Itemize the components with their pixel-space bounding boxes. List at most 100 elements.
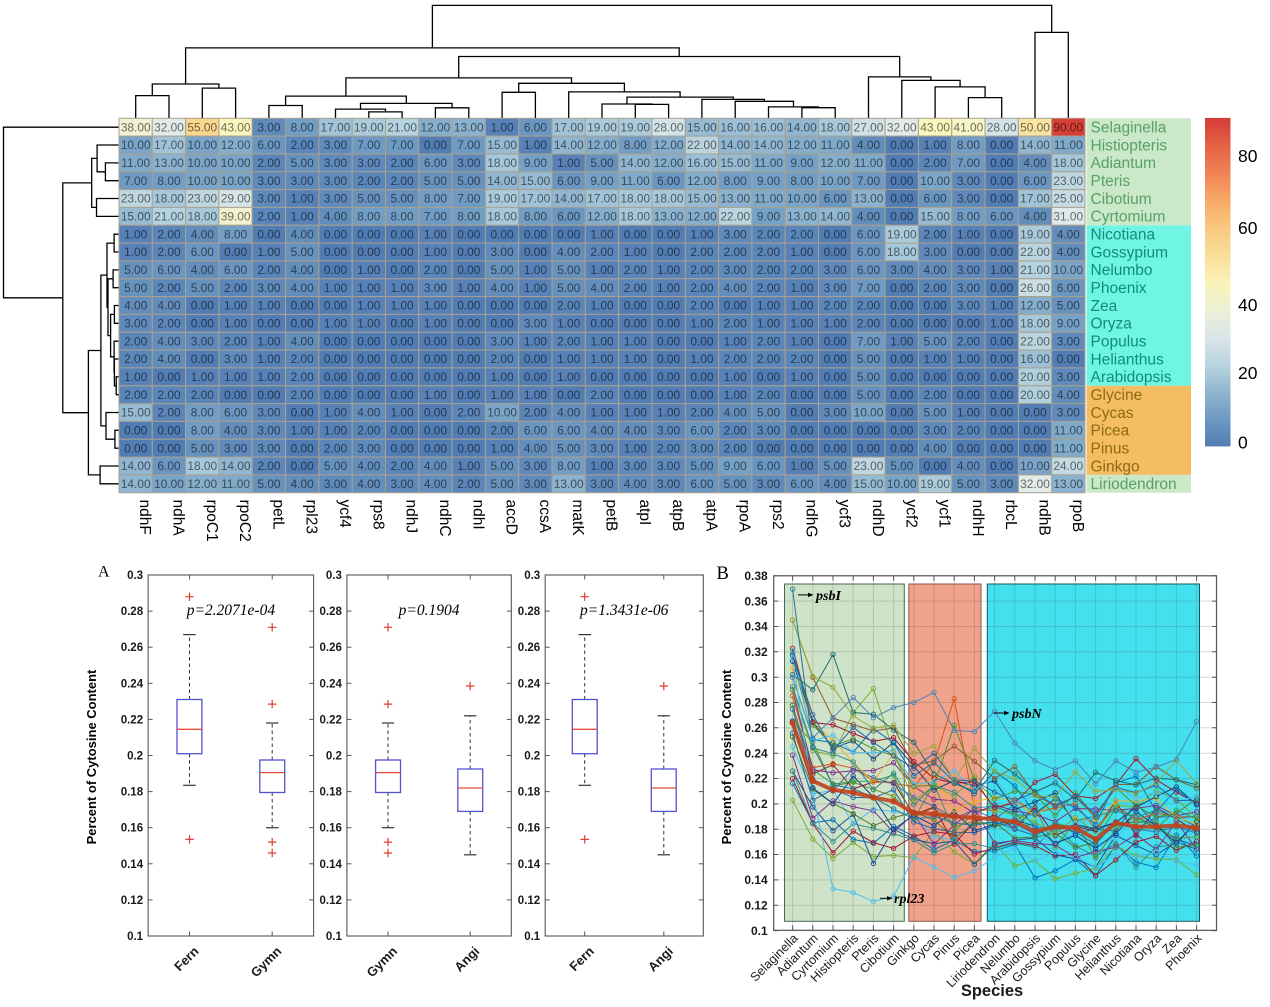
svg-text:0.22: 0.22	[320, 714, 342, 726]
svg-text:3.00: 3.00	[357, 441, 381, 455]
svg-text:23.00: 23.00	[121, 192, 151, 206]
svg-text:2.00: 2.00	[690, 245, 714, 259]
svg-text:8.00: 8.00	[157, 174, 181, 188]
svg-text:5.00: 5.00	[557, 281, 581, 295]
svg-text:10.00: 10.00	[187, 156, 217, 170]
svg-text:Picea: Picea	[1091, 423, 1130, 440]
svg-text:14.00: 14.00	[487, 174, 517, 188]
svg-text:1.00: 1.00	[990, 317, 1014, 331]
svg-text:0.00: 0.00	[291, 441, 315, 455]
svg-text:3.00: 3.00	[657, 459, 681, 473]
svg-text:ndhC: ndhC	[436, 500, 453, 537]
svg-text:18.00: 18.00	[154, 192, 184, 206]
svg-text:0.00: 0.00	[524, 352, 548, 366]
svg-text:5.00: 5.00	[1057, 299, 1081, 313]
svg-text:1.00: 1.00	[690, 352, 714, 366]
svg-text:1.00: 1.00	[557, 352, 581, 366]
svg-text:3.00: 3.00	[590, 477, 614, 491]
svg-text:23.00: 23.00	[854, 459, 884, 473]
svg-text:1.00: 1.00	[624, 441, 648, 455]
svg-text:12.00: 12.00	[820, 156, 850, 170]
svg-text:5.00: 5.00	[557, 441, 581, 455]
svg-text:13.00: 13.00	[654, 210, 684, 224]
svg-text:0.28: 0.28	[320, 606, 343, 618]
svg-text:15.00: 15.00	[121, 210, 151, 224]
svg-text:13.00: 13.00	[154, 156, 184, 170]
svg-text:8.00: 8.00	[790, 174, 814, 188]
svg-text:0.00: 0.00	[357, 388, 381, 402]
svg-text:0.3: 0.3	[524, 570, 540, 582]
svg-text:9.00: 9.00	[590, 174, 614, 188]
svg-text:2.00: 2.00	[157, 406, 181, 420]
svg-text:4.00: 4.00	[957, 459, 981, 473]
svg-text:16.00: 16.00	[754, 120, 784, 134]
svg-text:0.00: 0.00	[557, 388, 581, 402]
svg-text:1.00: 1.00	[357, 263, 381, 277]
svg-text:0.00: 0.00	[457, 441, 481, 455]
svg-text:5.00: 5.00	[424, 174, 448, 188]
svg-text:18.00: 18.00	[620, 210, 650, 224]
svg-text:2.00: 2.00	[824, 299, 848, 313]
svg-text:0.00: 0.00	[424, 424, 448, 438]
svg-text:0.00: 0.00	[224, 245, 248, 259]
svg-text:matK: matK	[569, 500, 586, 537]
svg-text:3.00: 3.00	[457, 156, 481, 170]
svg-text:1.00: 1.00	[424, 299, 448, 313]
svg-text:2.00: 2.00	[224, 281, 248, 295]
svg-text:0.00: 0.00	[824, 370, 848, 384]
svg-text:0.00: 0.00	[990, 441, 1014, 455]
svg-text:0.22: 0.22	[121, 714, 143, 726]
svg-text:0.28: 0.28	[518, 606, 541, 618]
svg-text:1.00: 1.00	[790, 299, 814, 313]
svg-text:1.00: 1.00	[924, 352, 948, 366]
svg-text:10.00: 10.00	[221, 174, 251, 188]
svg-text:0.00: 0.00	[990, 192, 1014, 206]
svg-text:0.00: 0.00	[824, 352, 848, 366]
svg-text:4.00: 4.00	[291, 281, 315, 295]
svg-text:11.00: 11.00	[854, 156, 883, 170]
svg-text:1.00: 1.00	[424, 317, 448, 331]
svg-text:0.00: 0.00	[857, 441, 881, 455]
svg-text:1.00: 1.00	[391, 281, 415, 295]
svg-text:25.00: 25.00	[1053, 192, 1083, 206]
svg-text:29.00: 29.00	[221, 192, 251, 206]
svg-text:Pteris: Pteris	[1091, 173, 1131, 190]
svg-text:0.00: 0.00	[624, 388, 648, 402]
svg-text:0.00: 0.00	[324, 299, 348, 313]
svg-text:0.00: 0.00	[1023, 424, 1047, 438]
svg-text:7.00: 7.00	[457, 138, 481, 152]
svg-text:1.00: 1.00	[824, 317, 848, 331]
svg-text:0.24: 0.24	[518, 678, 541, 690]
svg-text:18.00: 18.00	[620, 192, 650, 206]
svg-text:3.00: 3.00	[291, 174, 315, 188]
svg-text:3.00: 3.00	[524, 477, 548, 491]
svg-text:0.00: 0.00	[457, 352, 481, 366]
svg-text:6.00: 6.00	[224, 406, 248, 420]
svg-text:15.00: 15.00	[854, 477, 884, 491]
svg-text:2.00: 2.00	[724, 441, 748, 455]
svg-text:1.00: 1.00	[724, 334, 748, 348]
svg-text:4.00: 4.00	[357, 459, 381, 473]
svg-text:0.00: 0.00	[724, 299, 748, 313]
svg-text:2.00: 2.00	[857, 299, 881, 313]
svg-text:Oryza: Oryza	[1091, 316, 1133, 333]
svg-text:5.00: 5.00	[924, 334, 948, 348]
svg-text:17.00: 17.00	[521, 192, 551, 206]
svg-text:0.00: 0.00	[324, 334, 348, 348]
svg-text:3.00: 3.00	[257, 192, 281, 206]
svg-text:0.00: 0.00	[957, 370, 981, 384]
svg-text:21.00: 21.00	[1020, 263, 1050, 277]
svg-text:2.00: 2.00	[724, 352, 748, 366]
svg-text:1.00: 1.00	[357, 281, 381, 295]
svg-text:0.18: 0.18	[320, 787, 343, 799]
svg-text:3.00: 3.00	[324, 192, 348, 206]
svg-text:0.00: 0.00	[424, 334, 448, 348]
svg-text:rps8: rps8	[369, 500, 386, 530]
svg-text:12.00: 12.00	[187, 477, 217, 491]
svg-text:9.00: 9.00	[1057, 317, 1081, 331]
svg-text:40: 40	[1238, 295, 1258, 315]
svg-text:4.00: 4.00	[924, 263, 948, 277]
svg-text:10.00: 10.00	[221, 156, 251, 170]
svg-text:0.24: 0.24	[121, 678, 144, 690]
svg-text:20.00: 20.00	[1020, 370, 1050, 384]
